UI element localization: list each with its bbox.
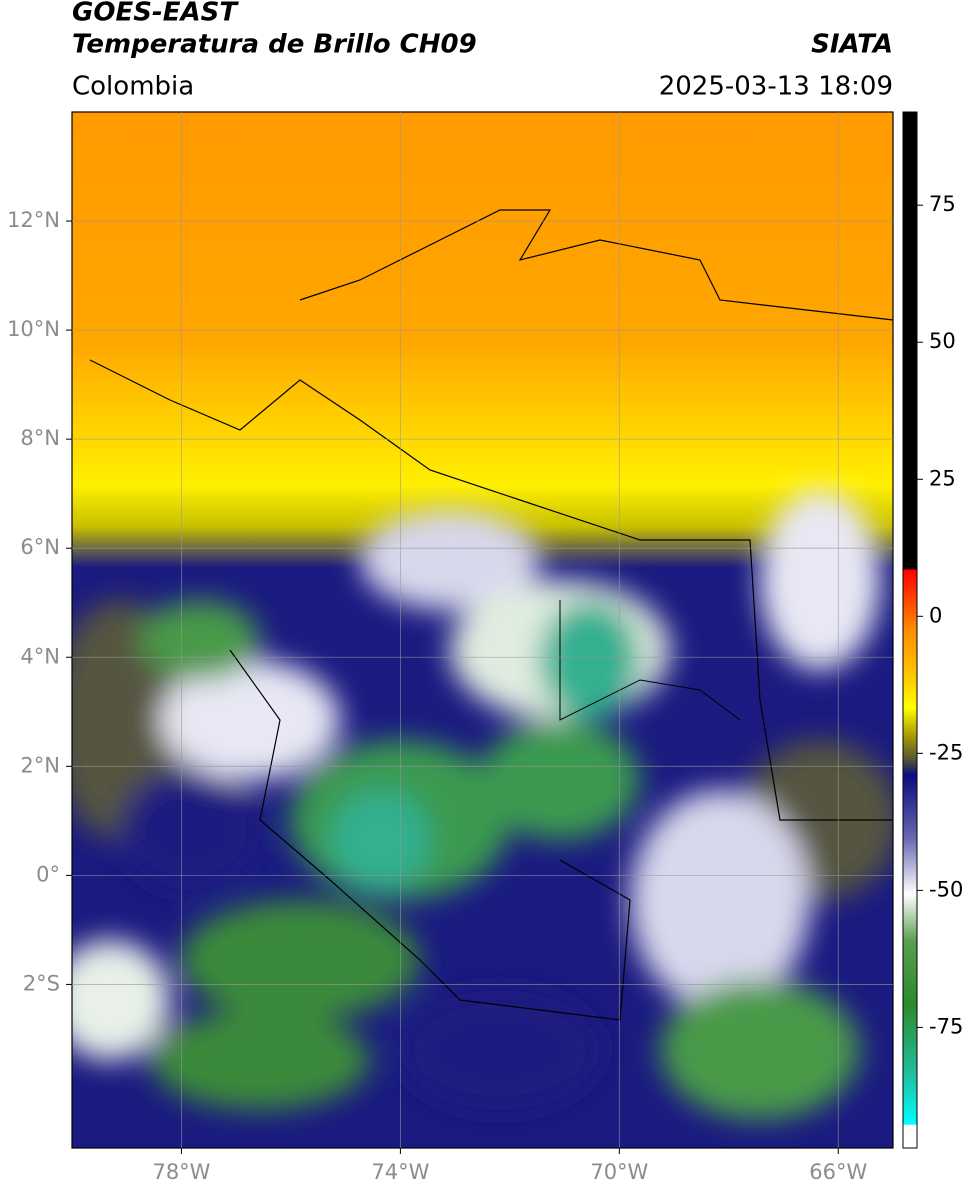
product-title: Temperatura de Brillo CH09	[72, 30, 477, 60]
y-tick-label: 8°N	[20, 426, 60, 450]
x-tick-label: 66°W	[809, 1160, 867, 1184]
colorbar-tick-label: -25	[929, 740, 963, 764]
source-label: SIATA	[811, 30, 893, 60]
colorbar-tick-label: -50	[929, 877, 963, 901]
colorbar-tick-label: 25	[929, 466, 956, 490]
colorbar-tick-label: 75	[929, 192, 956, 216]
x-tick-label: 70°W	[590, 1160, 648, 1184]
region-label: Colombia	[72, 72, 194, 102]
y-tick-label: 10°N	[7, 317, 60, 341]
colorbar-tick-label: 0	[929, 603, 942, 627]
y-tick-label: 0°	[36, 862, 60, 886]
y-tick-label: 6°N	[20, 535, 60, 559]
x-tick-label: 78°W	[152, 1160, 210, 1184]
satellite-title: GOES-EAST	[72, 0, 239, 28]
y-tick-label: 2°S	[23, 971, 60, 995]
colorbar	[902, 111, 918, 1149]
map-frame	[71, 111, 894, 1149]
x-tick-label: 74°W	[371, 1160, 429, 1184]
colorbar-tick-label: -75	[929, 1014, 963, 1038]
satellite-image	[72, 112, 893, 1148]
y-tick-label: 4°N	[20, 644, 60, 668]
y-tick-label: 12°N	[7, 208, 60, 232]
colorbar-tick-label: 50	[929, 329, 956, 353]
y-tick-label: 2°N	[20, 753, 60, 777]
datetime-label: 2025-03-13 18:09	[659, 72, 893, 102]
